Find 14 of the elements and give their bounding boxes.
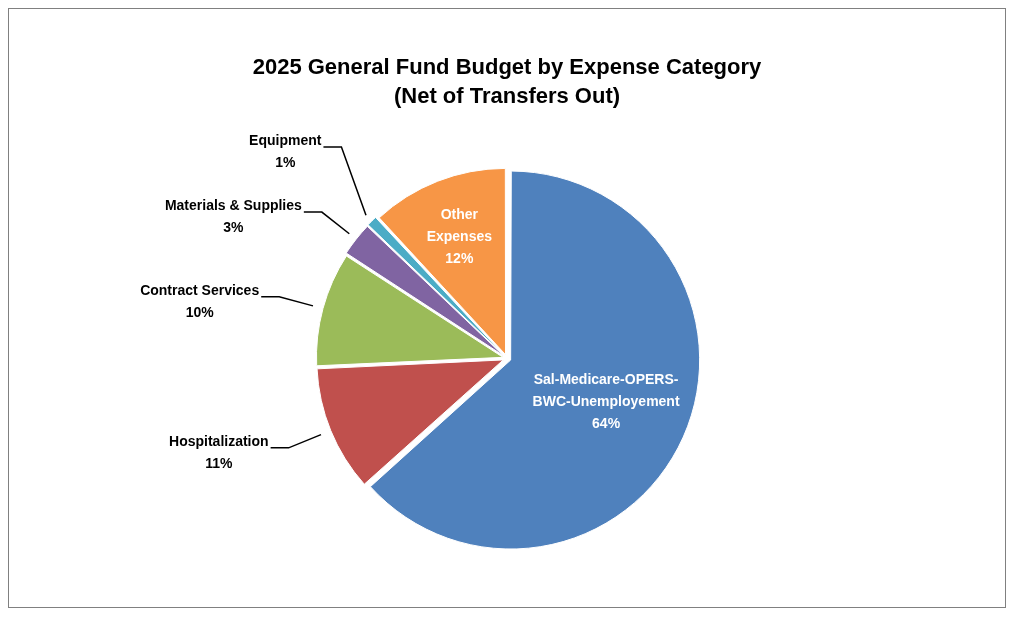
chart-title: 2025 General Fund Budget by Expense Category <box>252 54 763 80</box>
data-label: 64% <box>592 415 621 432</box>
data-label: 1% <box>275 153 296 170</box>
data-label: 11% <box>205 454 234 471</box>
slice-label: Other Expenses <box>426 205 493 244</box>
data-label: 12% <box>445 249 474 266</box>
slice-label: Hospitalization <box>169 432 269 449</box>
slice-label: Materials & Supplies <box>164 196 303 213</box>
slice-label: Sal-Medicare-OPERS-BWC-Unemployement <box>532 371 680 410</box>
chart-subtitle: (Net of Transfers Out) <box>393 82 621 108</box>
data-label: 10% <box>185 303 215 320</box>
slice-label: Contract Services <box>140 281 260 298</box>
data-label: 3% <box>223 218 245 235</box>
slice-label: Equipment <box>249 131 322 148</box>
